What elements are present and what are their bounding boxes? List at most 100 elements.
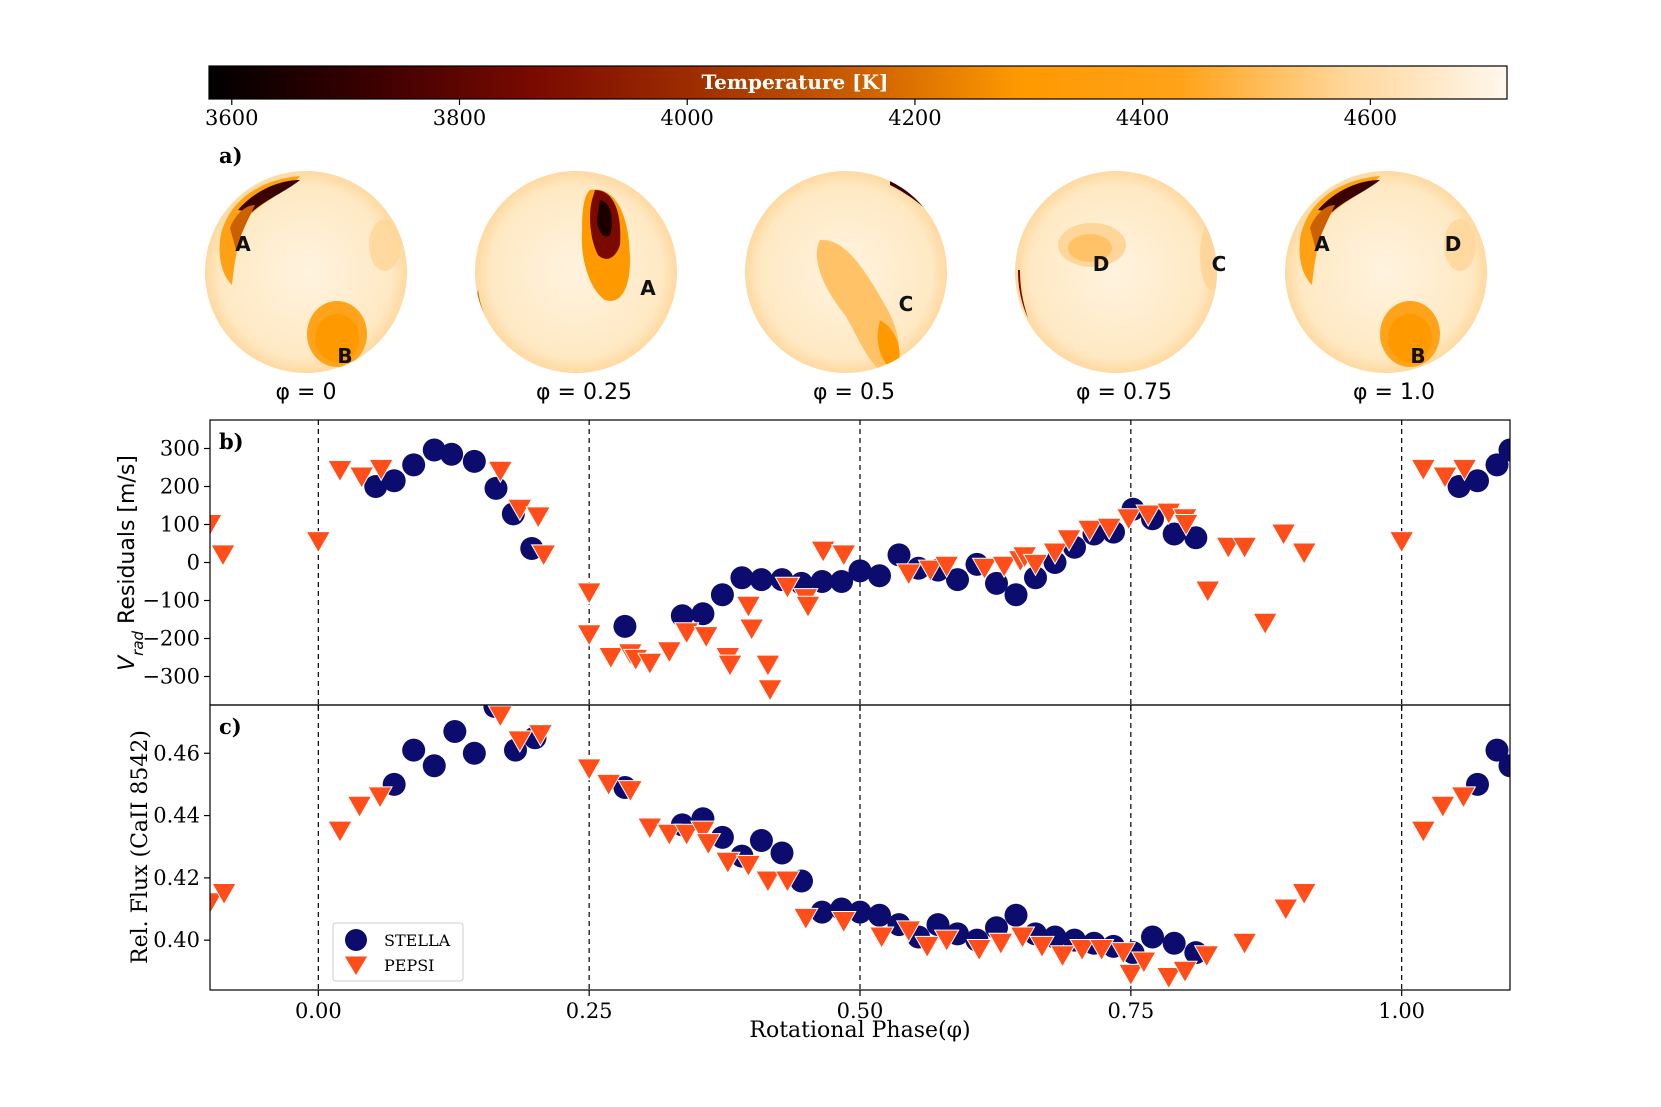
pepsi-point [1076,519,1103,543]
stellar-disc [475,171,677,373]
surface-map-phase-0: A B φ = 0 [205,171,407,405]
pepsi-point [792,907,819,931]
flux-y-axis-label: Rel. Flux (CaII 8542) [128,730,153,964]
pepsi-point [1049,945,1076,968]
y-tick-label: 0.44 [153,804,200,828]
phase-label: φ = 0.5 [813,380,895,405]
spot-label: D [1445,232,1462,256]
colorbar-tick-label: 4400 [1116,106,1169,130]
stella-point [730,566,754,590]
stella-point [848,559,872,583]
pepsi-point [1172,960,1198,984]
pepsi-point [1173,514,1199,537]
y-tick-label: 100 [160,513,200,537]
stella-point [1024,566,1047,590]
pepsi-point [1135,504,1162,528]
y-tick-label: −300 [142,665,200,689]
pepsi-point [1410,820,1437,844]
pepsi-point [795,595,821,619]
pepsi-point [305,531,332,554]
stella-point [1162,931,1186,955]
stella-point [1485,738,1509,762]
pepsi-point [348,466,375,490]
pepsi-point [1117,963,1144,987]
pepsi-point [346,795,373,819]
colorbar: Temperature [K] 3600 3800 4000 4200 4400 4600 [205,65,1508,130]
stella-point [770,841,794,865]
surface-map-phase-0.25: A φ = 0.25 [475,171,677,405]
spot-label: A [1314,232,1330,256]
pepsi-point [506,730,533,753]
spot-label: C [899,292,914,316]
pepsi-point [1110,942,1137,965]
pepsi-point [735,595,762,619]
x-tick-label: 0.50 [837,999,884,1023]
pepsi-point [755,654,781,678]
y-tick-label: 200 [160,475,200,499]
stella-point [868,903,891,927]
legend-label-stella: STELLA [384,931,451,950]
pepsi-point [487,460,514,484]
pepsi-point [1022,553,1049,577]
spot-label: C [1212,252,1227,276]
stella-point [484,476,508,500]
stella-point [670,604,694,628]
legend-marker-pepsi [343,955,369,977]
colorbar-tick-label: 3800 [433,106,486,130]
pepsi-point [966,939,993,962]
stella-point [382,469,406,493]
pepsi-point [971,557,998,581]
pepsi-point [1231,932,1258,956]
pepsi-point [1009,926,1036,950]
y-tick-label: −100 [142,589,200,613]
pepsi-point [695,833,722,856]
pepsi-point [1155,967,1182,990]
colorbar-tick-label: 3600 [205,106,258,130]
x-tick-label: 0.00 [295,999,342,1023]
pepsi-point [673,823,700,847]
pepsi-point [714,851,741,875]
stella-point [443,719,467,743]
pepsi-point [636,652,663,676]
stellar-disc [1015,171,1217,373]
pepsi-point [757,679,783,702]
pepsi-point [774,576,801,600]
flux-y-ticks: 0.46 0.44 0.42 0.40 [153,741,210,952]
x-tick-label: 0.25 [566,999,613,1023]
pepsi-point [1069,939,1095,962]
pepsi-point [617,780,644,803]
spot-label: B [337,344,352,368]
y-tick-label: 0 [187,551,200,575]
phase-label: φ = 1.0 [1353,380,1435,405]
legend-label-pepsi: PEPSI [384,956,435,975]
pepsi-point [917,559,944,583]
panel-a-label: a) [219,143,243,168]
surface-map-phase-0.75: D C φ = 0.75 [1015,171,1226,405]
phase-x-ticks: 0.00 0.25 0.50 0.75 1.00 [295,990,1425,1023]
stella-point [691,602,715,626]
pepsi-point [868,926,895,950]
y-tick-label: 300 [160,437,200,461]
pepsi-point [525,506,552,529]
pepsi-point [327,460,353,483]
y-tick-label: 0.42 [153,866,200,890]
pepsi-point [933,555,960,579]
pepsi-point [933,929,960,953]
pepsi-point [673,622,700,645]
rv-markers [210,438,1510,702]
pepsi-point [1215,536,1242,560]
stella-point [422,754,446,778]
stella-point [402,453,426,477]
pepsi-point [1432,466,1458,490]
pepsi-point [717,654,743,678]
pepsi-point [595,773,622,797]
stella-point [749,828,773,852]
pepsi-point [895,920,922,943]
pepsi-point [210,544,236,567]
colorbar-gradient [208,65,1508,100]
surface-map-phase-0.5: C φ = 0.5 [745,171,947,405]
pepsi-point [1088,939,1115,962]
stella-point [710,583,734,607]
pepsi-point [1291,882,1318,906]
